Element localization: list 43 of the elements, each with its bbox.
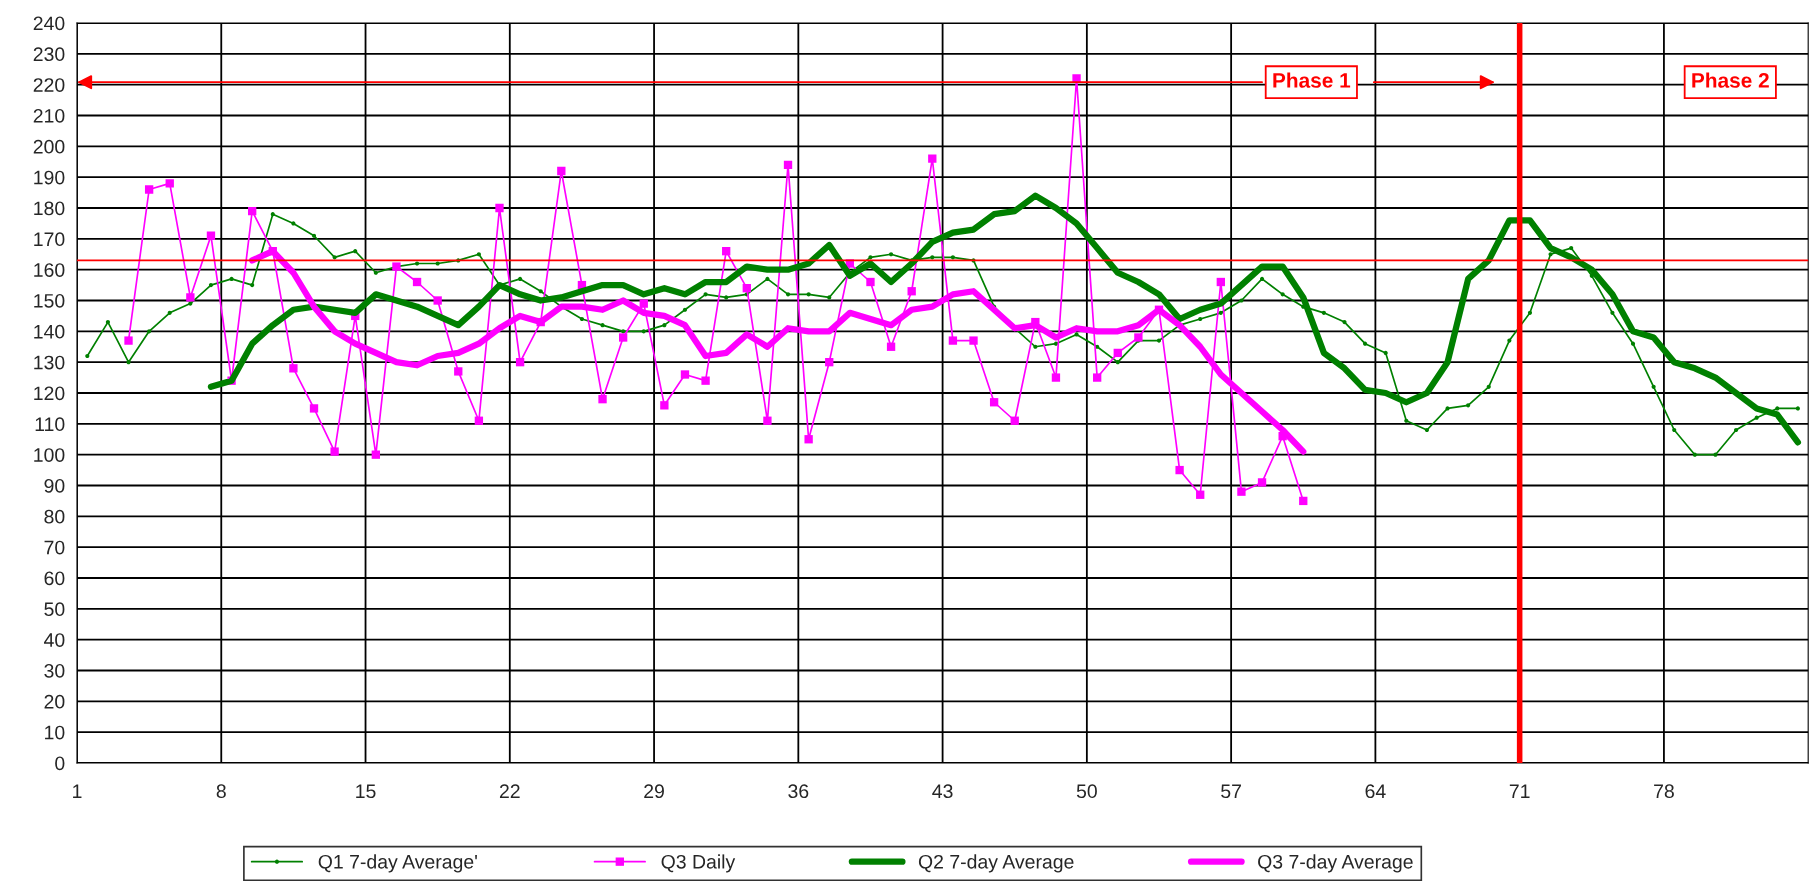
y-tick-label: 90 — [44, 478, 65, 493]
y-tick-label: 160 — [34, 263, 65, 277]
y-tick-label: 0 — [55, 756, 65, 771]
legend-label: Q2 7-day Average — [918, 854, 1074, 873]
x-tick-label: 1 — [73, 784, 82, 798]
y-tick-label: 220 — [33, 78, 65, 92]
x-tick-label: 29 — [644, 784, 664, 799]
annotation: Phase 1 — [1273, 72, 1351, 88]
x-tick-label: 50 — [1076, 784, 1097, 799]
y-tick-label: 60 — [44, 571, 65, 586]
y-tick-label: 170 — [34, 232, 65, 247]
y-tick-label: 200 — [33, 139, 65, 154]
y-tick-label: 230 — [33, 47, 65, 62]
x-tick-label: 71 — [1509, 784, 1530, 798]
x-tick-label: 8 — [216, 784, 226, 799]
annotation: Phase 2 — [1692, 72, 1769, 88]
x-tick-label: 22 — [499, 784, 520, 798]
x-tick-label: 78 — [1654, 784, 1674, 799]
y-tick-label: 10 — [45, 725, 65, 740]
y-tick-label: 140 — [34, 324, 65, 339]
y-tick-label: 180 — [34, 201, 65, 216]
y-tick-label: 120 — [34, 386, 65, 401]
x-tick-label: 36 — [788, 784, 809, 799]
y-tick-label: 100 — [34, 448, 65, 462]
y-tick-label: 80 — [44, 509, 65, 524]
y-tick-label: 190 — [34, 170, 65, 185]
legend-label: Q3 Daily — [661, 854, 736, 873]
y-tick-label: 20 — [44, 694, 65, 709]
y-tick-label: 30 — [44, 663, 65, 678]
y-tick-label: 130 — [34, 355, 65, 370]
x-tick-label: 64 — [1365, 784, 1386, 799]
legend-label: Q1 7-day Average' — [318, 854, 477, 873]
y-tick-label: 50 — [44, 602, 65, 617]
legend-label: Q3 7-day Average — [1258, 854, 1413, 873]
y-tick-label: 210 — [33, 108, 65, 123]
y-tick-label: 70 — [44, 540, 65, 555]
x-tick-label: 57 — [1221, 784, 1241, 799]
y-tick-label: 110 — [35, 417, 65, 432]
x-tick-label: 15 — [356, 784, 376, 799]
x-tick-label: 43 — [932, 784, 953, 799]
y-tick-label: 150 — [34, 293, 65, 308]
y-tick-label: 240 — [33, 16, 65, 31]
y-tick-label: 40 — [44, 633, 65, 647]
